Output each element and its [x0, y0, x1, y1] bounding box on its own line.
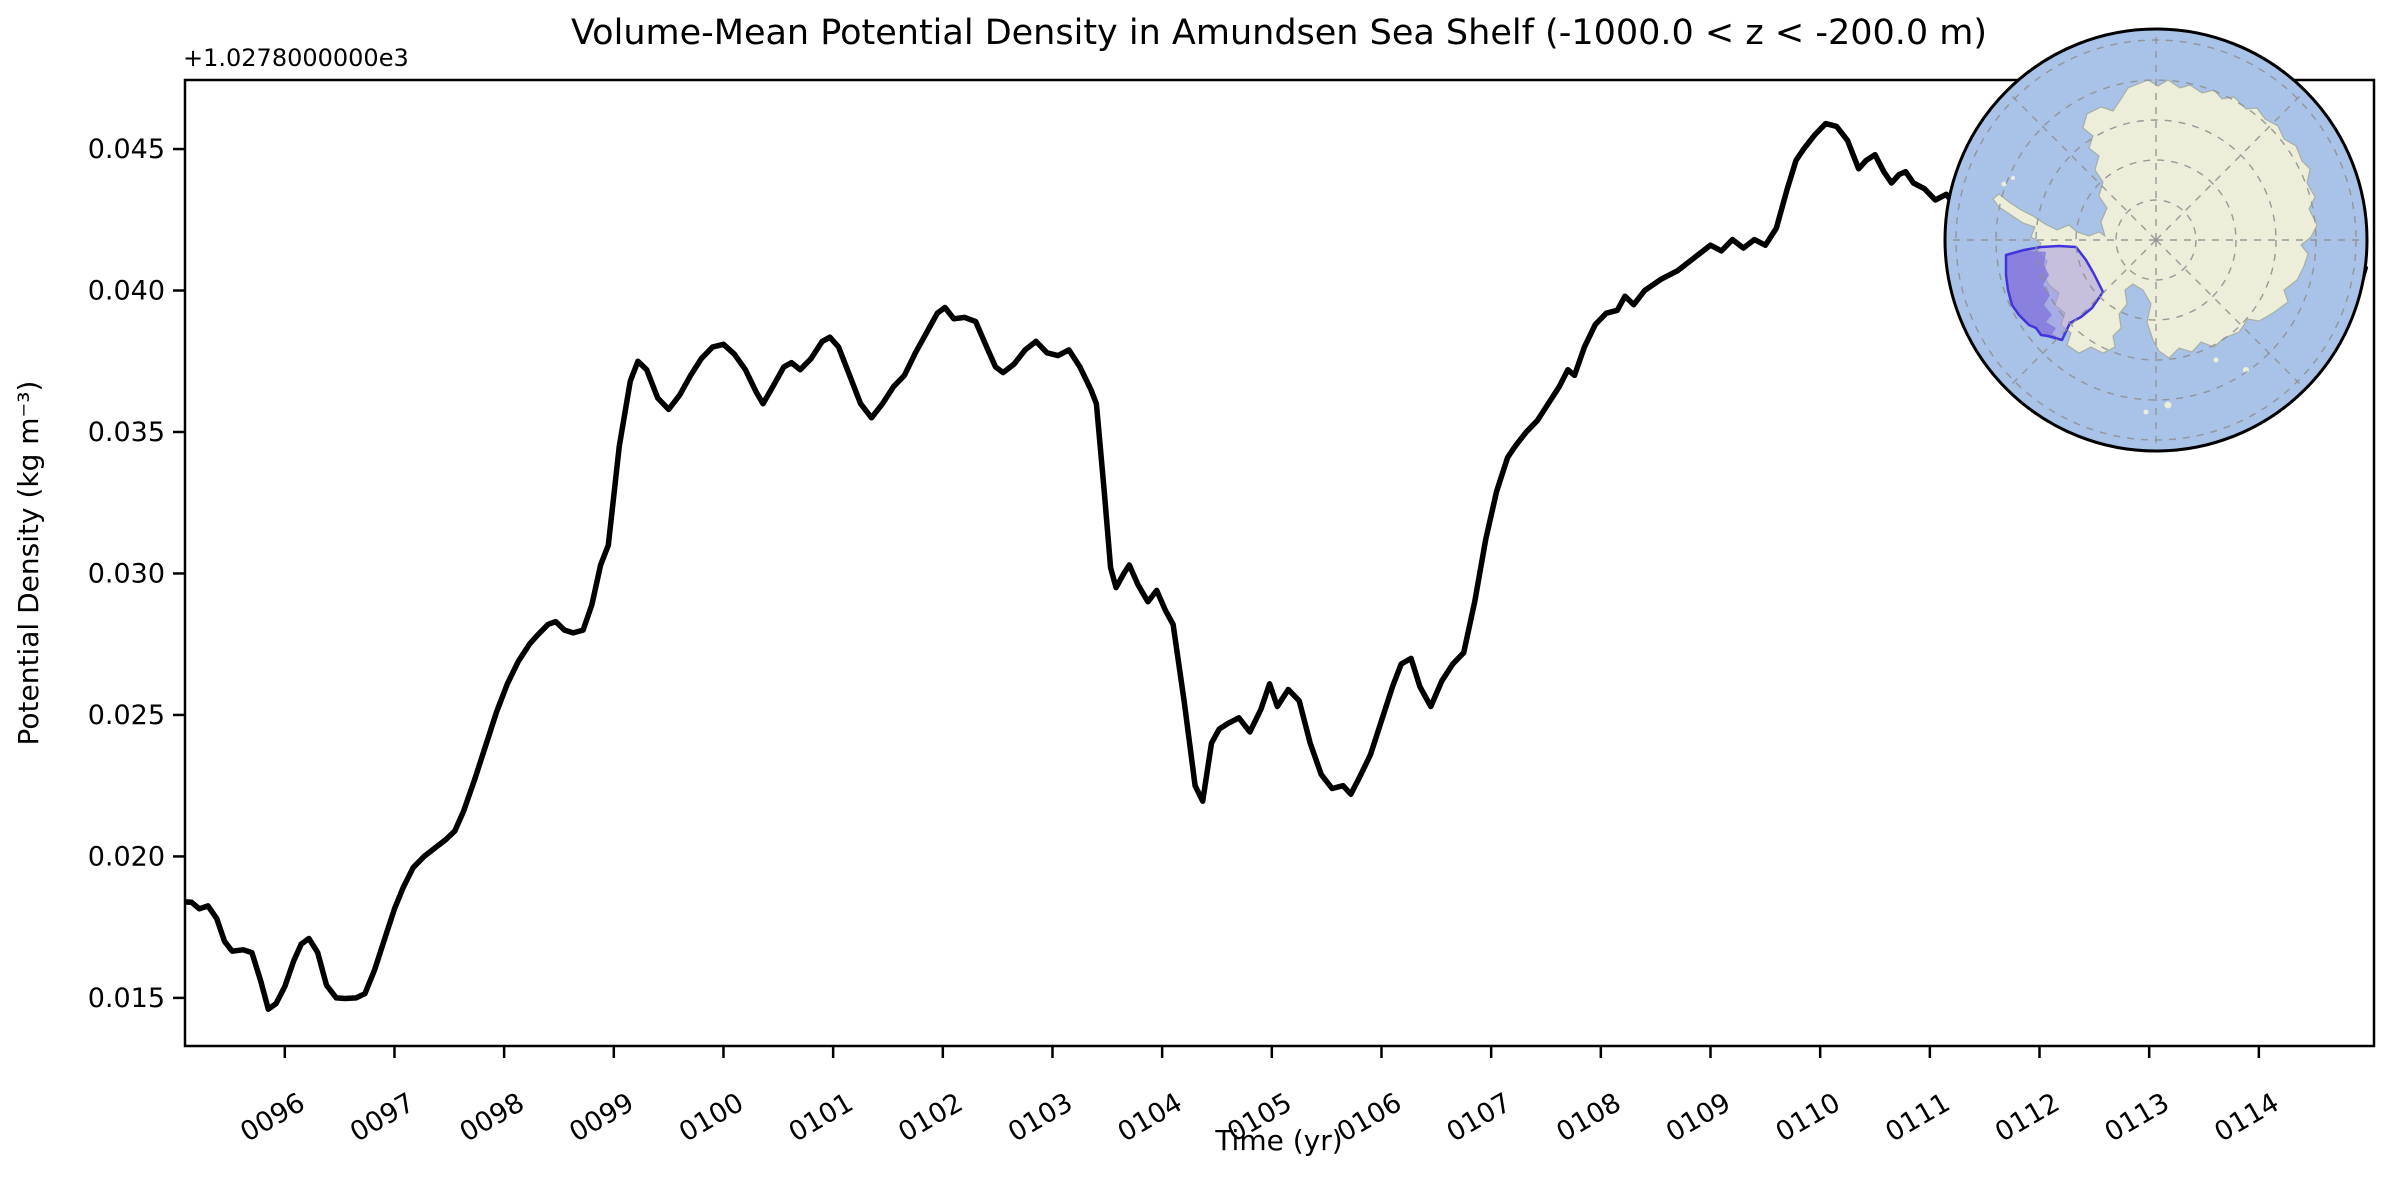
map-island — [2143, 409, 2149, 415]
axes-frame — [183, 78, 2376, 1048]
x-tick-label: 0096 — [235, 1087, 310, 1148]
map-island — [2164, 401, 2172, 409]
map-island — [2011, 176, 2015, 180]
x-axis-label: Time (yr) — [1214, 1124, 1342, 1157]
map-graticule — [1946, 30, 2366, 450]
x-tick-label: 0111 — [1880, 1087, 1955, 1148]
y-tick-label: 0.015 — [88, 983, 165, 1014]
x-tick-label: 0103 — [1003, 1087, 1078, 1148]
x-tick-label: 0114 — [2209, 1087, 2284, 1148]
graticule-circle — [2115, 199, 2197, 281]
x-tick-label: 0110 — [1771, 1087, 1846, 1148]
y-tick-label: 0.035 — [88, 417, 165, 448]
graticule-circle — [2035, 119, 2277, 361]
x-tick-label: 0097 — [345, 1087, 420, 1148]
map-island — [2213, 357, 2219, 363]
map-island — [2001, 181, 2007, 187]
y-axis-label: Potential Density (kg m⁻³) — [12, 381, 45, 746]
x-tick-label: 0112 — [1990, 1087, 2065, 1148]
x-tick-label: 0113 — [2100, 1087, 2175, 1148]
y-tick-label: 0.030 — [88, 558, 165, 589]
x-tick-label: 0101 — [784, 1087, 859, 1148]
x-tick-label: 0109 — [1661, 1087, 1736, 1148]
y-axis: 0.015 0.020 0.025 0.030 0.035 0.040 0.045 — [88, 134, 185, 1014]
y-tick-label: 0.025 — [88, 700, 165, 731]
x-tick-label: 0100 — [674, 1087, 749, 1148]
y-tick-label: 0.040 — [88, 276, 165, 307]
inset-map-antarctica — [1943, 27, 2369, 453]
x-tick-label: 0108 — [1551, 1087, 1626, 1148]
chart-title: Volume-Mean Potential Density in Amundse… — [571, 13, 1987, 53]
x-tick-label: 0099 — [564, 1087, 639, 1148]
x-tick-label: 0107 — [1442, 1087, 1517, 1148]
graticule-circle — [2075, 159, 2237, 321]
map-islands — [2001, 176, 2249, 415]
x-tick-label: 0106 — [1332, 1087, 1407, 1148]
x-tick-label: 0102 — [893, 1087, 968, 1148]
y-axis-offset-text: +1.0278000000e3 — [183, 44, 409, 72]
x-tick-label: 0098 — [455, 1087, 530, 1148]
amundsen-region-highlight — [2004, 244, 2105, 342]
potential-density-line — [185, 120, 2368, 1012]
map-border-circle — [1943, 27, 2369, 453]
y-tick-label: 0.045 — [88, 134, 165, 165]
map-island — [2243, 367, 2249, 373]
y-tick-label: 0.020 — [88, 841, 165, 872]
x-tick-label: 0104 — [1113, 1087, 1188, 1148]
